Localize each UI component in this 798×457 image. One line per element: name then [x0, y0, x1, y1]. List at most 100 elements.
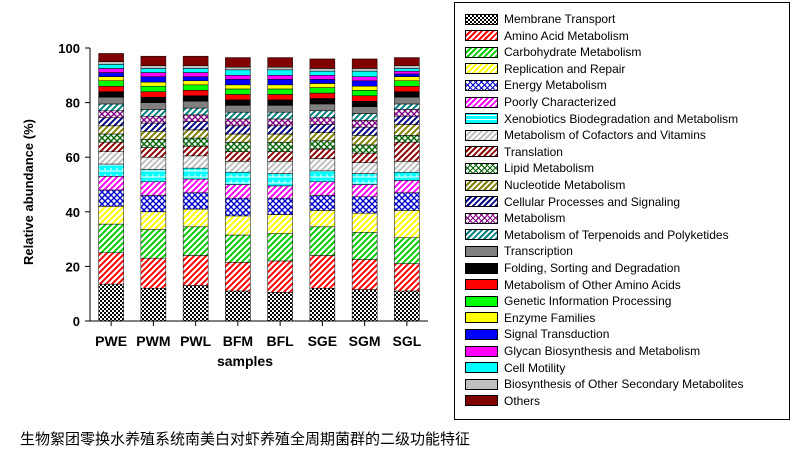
bar-segment-BFL-8	[267, 151, 293, 162]
legend-item: Carbohydrate Metabolism	[465, 44, 641, 60]
bar-segment-SGE-7	[309, 158, 336, 172]
legend-swatch	[465, 146, 498, 158]
bar-segment-PWM-11	[140, 122, 167, 132]
legend-swatch	[465, 179, 498, 191]
legend-item: Poorly Characterized	[465, 94, 616, 110]
legend-swatch	[465, 395, 498, 407]
x-axis-label: samples	[217, 353, 273, 369]
legend-label: Biosynthesis of Other Secondary Metaboli…	[504, 377, 744, 392]
bar-segment-SGE-21	[309, 70, 336, 76]
bar-segment-BFL-22	[267, 66, 293, 71]
legend-swatch	[465, 96, 498, 108]
bar-segment-PWL-15	[182, 95, 209, 102]
bar-segment-SGE-19	[309, 79, 336, 84]
bar-segment-SGL-9	[394, 135, 420, 143]
bar-segment-PWE-13	[98, 103, 124, 112]
bar-segment-PWE-12	[98, 110, 124, 118]
bar-segment-BFL-14	[267, 105, 293, 113]
bar-segment-PWE-2	[98, 223, 124, 253]
bar-segment-BFL-18	[267, 84, 293, 90]
bar-segment-PWE-7	[98, 151, 124, 165]
legend-swatch	[465, 46, 498, 58]
legend-label: Cell Motility	[504, 360, 566, 375]
bar-segment-BFM-5	[225, 184, 251, 199]
bar-segment-PWM-4	[140, 195, 167, 213]
bar-segment-BFM-15	[225, 99, 251, 106]
legend-swatch	[465, 378, 498, 390]
legend-swatch	[465, 245, 498, 257]
bar-segment-SGL-23	[394, 57, 420, 67]
bar-segment-PWM-9	[140, 139, 167, 148]
bar-segment-PWM-8	[140, 147, 167, 158]
bar-segment-PWL-5	[182, 178, 209, 193]
chart-legend: Membrane Transport Amino Acid Metabolism C…	[454, 2, 790, 420]
bar-segment-PWL-4	[182, 192, 209, 210]
bar-segment-PWL-6	[182, 167, 209, 180]
bar-segment-BFL-6	[267, 173, 293, 187]
legend-item: Replication and Repair	[465, 61, 625, 77]
bar-segment-PWM-7	[140, 156, 167, 170]
bar-segment-PWM-10	[140, 131, 167, 140]
legend-item: Metabolism of Other Amino Acids	[465, 277, 681, 293]
bar-segment-BFL-15	[267, 99, 293, 106]
y-tick-label-20: 20	[66, 259, 80, 274]
bar-segment-BFM-2	[225, 234, 251, 263]
bar-segment-PWE-16	[98, 85, 124, 92]
bar-segment-SGM-23	[351, 58, 378, 69]
legend-item: Cell Motility	[465, 360, 565, 376]
legend-swatch	[465, 13, 498, 25]
bar-segment-SGM-9	[351, 144, 378, 154]
bar-segment-BFM-9	[225, 141, 251, 153]
bar-segment-SGE-11	[309, 124, 336, 133]
legend-swatch	[465, 196, 498, 208]
bar-segment-BFL-2	[267, 233, 293, 262]
bar-segment-SGL-5	[394, 180, 420, 193]
legend-label: Metabolism of Cofactors and Vitamins	[504, 128, 706, 143]
legend-swatch	[465, 63, 498, 75]
bar-segment-SGE-10	[309, 132, 336, 142]
bar-segment-SGM-14	[351, 106, 378, 114]
bar-segment-SGM-4	[351, 196, 378, 214]
bar-segment-SGL-8	[394, 141, 420, 162]
legend-label: Lipid Metabolism	[504, 161, 595, 176]
bar-segment-BFL-1	[267, 260, 293, 293]
bar-segment-SGM-2	[351, 232, 378, 260]
bar-segment-PWE-10	[98, 125, 124, 135]
bar-segment-PWM-22	[140, 65, 167, 69]
bar-segment-BFL-0	[267, 292, 293, 322]
bar-segment-BFM-12	[225, 118, 251, 127]
legend-label: Replication and Repair	[504, 61, 626, 76]
bar-segment-SGE-1	[309, 255, 336, 289]
legend-swatch	[465, 30, 498, 42]
bar-segment-BFL-21	[267, 69, 293, 76]
legend-item: Energy Metabolism	[465, 77, 607, 93]
bar-segment-SGM-6	[351, 173, 378, 185]
bar-segment-BFM-23	[225, 57, 251, 68]
bar-segment-BFM-22	[225, 66, 251, 71]
bar-segment-BFM-11	[225, 125, 251, 135]
bar-segment-PWM-15	[140, 96, 167, 103]
bar-segment-SGE-13	[309, 110, 336, 118]
bar-segment-SGM-13	[351, 113, 378, 121]
legend-swatch	[465, 212, 498, 224]
legend-swatch	[465, 229, 498, 241]
bar-segment-PWM-6	[140, 169, 167, 183]
bar-segment-PWM-13	[140, 109, 167, 117]
bar-segment-SGL-22	[394, 65, 420, 69]
bars-layer	[98, 53, 420, 322]
bar-segment-SGM-10	[351, 135, 378, 146]
bar-segment-BFM-10	[225, 133, 251, 143]
bar-segment-PWM-19	[140, 76, 167, 83]
bar-segment-SGE-2	[309, 226, 336, 256]
bar-segment-BFM-4	[225, 197, 251, 217]
legend-swatch	[465, 113, 498, 125]
bar-segment-SGE-22	[309, 68, 336, 72]
y-tick-label-80: 80	[66, 96, 80, 111]
bar-segment-SGE-4	[309, 195, 336, 211]
legend-label: Cellular Processes and Signaling	[504, 194, 681, 209]
legend-swatch	[465, 262, 498, 274]
bar-segment-SGM-21	[351, 70, 378, 77]
legend-label: Metabolism of Terpenoids and Polyketides	[504, 227, 729, 242]
bar-segment-PWL-17	[182, 84, 209, 91]
bar-segment-PWM-3	[140, 211, 167, 230]
